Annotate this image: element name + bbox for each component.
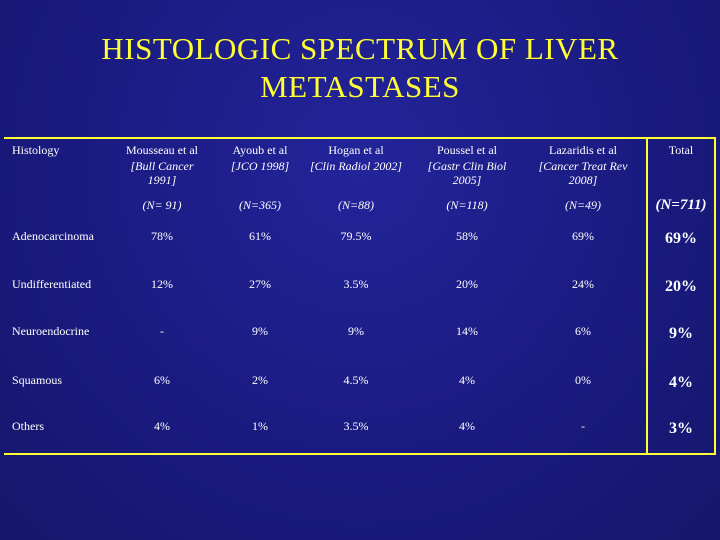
total-column-frame	[646, 137, 716, 455]
slide-title: HISTOLOGIC SPECTRUM OF LIVER METASTASES	[0, 30, 720, 106]
column-n: (N=49)	[564, 198, 602, 212]
column-author: Mousseau et al	[126, 143, 198, 157]
total-cell: 4%	[669, 374, 693, 391]
table-cell: 58%	[456, 229, 478, 243]
total-cell: 3%	[669, 420, 693, 437]
table-cell: -	[160, 324, 164, 338]
column-journal: [Gastr Clin Biol 2005]	[427, 159, 507, 187]
column-journal: [Cancer Treat Rev 2008]	[538, 159, 628, 187]
total-n: (N=711)	[655, 197, 707, 213]
table-cell: 79.5%	[340, 229, 372, 243]
table-cell: 4%	[154, 419, 170, 433]
column-journal: [JCO 1998]	[230, 159, 290, 173]
column-header-poussel: Poussel et al [Gastr Clin Biol 2005]	[412, 143, 522, 187]
table-cell: 24%	[572, 277, 594, 291]
column-n: (N=118)	[446, 198, 488, 212]
table-cell: 2%	[252, 373, 268, 387]
column-header-mousseau: Mousseau et al [Bull Cancer 1991]	[107, 143, 217, 187]
row-label-adenocarcinoma: Adenocarcinoma	[12, 229, 94, 243]
column-author: Ayoub et al	[232, 143, 288, 157]
table-cell: 27%	[249, 277, 271, 291]
row-label-undifferentiated: Undifferentiated	[12, 277, 92, 291]
column-n: (N=365)	[238, 198, 282, 212]
table-cell: 4%	[459, 419, 475, 433]
table-cell: 0%	[575, 373, 591, 387]
column-author: Lazaridis et al	[549, 143, 617, 157]
table-cell: 4%	[459, 373, 475, 387]
table-cell: 78%	[151, 229, 173, 243]
column-n: (N= 91)	[142, 198, 182, 212]
table-cell: 1%	[252, 419, 268, 433]
column-journal: [Bull Cancer 1991]	[130, 159, 194, 187]
table-cell: 6%	[575, 324, 591, 338]
slide-title-line-1: HISTOLOGIC SPECTRUM OF LIVER	[101, 31, 619, 66]
column-header-hogan: Hogan et al [Clin Radiol 2002]	[301, 143, 411, 173]
row-label-neuroendocrine: Neuroendocrine	[12, 324, 90, 338]
table-cell: 6%	[154, 373, 170, 387]
table-cell: 20%	[456, 277, 478, 291]
slide-title-line-2: METASTASES	[260, 69, 460, 104]
column-n: (N=88)	[337, 198, 375, 212]
table-cell: 9%	[348, 324, 364, 338]
column-header-lazaridis: Lazaridis et al [Cancer Treat Rev 2008]	[528, 143, 638, 187]
table-cell: 9%	[252, 324, 268, 338]
table-cell: 3.5%	[343, 277, 369, 291]
total-cell: 9%	[669, 325, 693, 342]
column-header-ayoub: Ayoub et al [JCO 1998]	[205, 143, 315, 173]
histology-header: Histology	[12, 143, 60, 157]
table-cell: 4.5%	[343, 373, 369, 387]
row-label-others: Others	[12, 419, 44, 433]
column-journal: [Clin Radiol 2002]	[309, 159, 402, 173]
column-author: Hogan et al	[328, 143, 384, 157]
total-cell: 69%	[665, 230, 697, 247]
histology-table-frame	[4, 137, 716, 455]
column-author: Poussel et al	[437, 143, 497, 157]
table-cell: 14%	[456, 324, 478, 338]
row-label-squamous: Squamous	[12, 373, 63, 387]
total-header: Total	[668, 143, 694, 157]
table-cell: 12%	[151, 277, 173, 291]
table-cell: 3.5%	[343, 419, 369, 433]
table-cell: 69%	[572, 229, 594, 243]
total-cell: 20%	[665, 278, 697, 295]
table-cell: 61%	[249, 229, 271, 243]
table-cell: -	[581, 419, 585, 433]
